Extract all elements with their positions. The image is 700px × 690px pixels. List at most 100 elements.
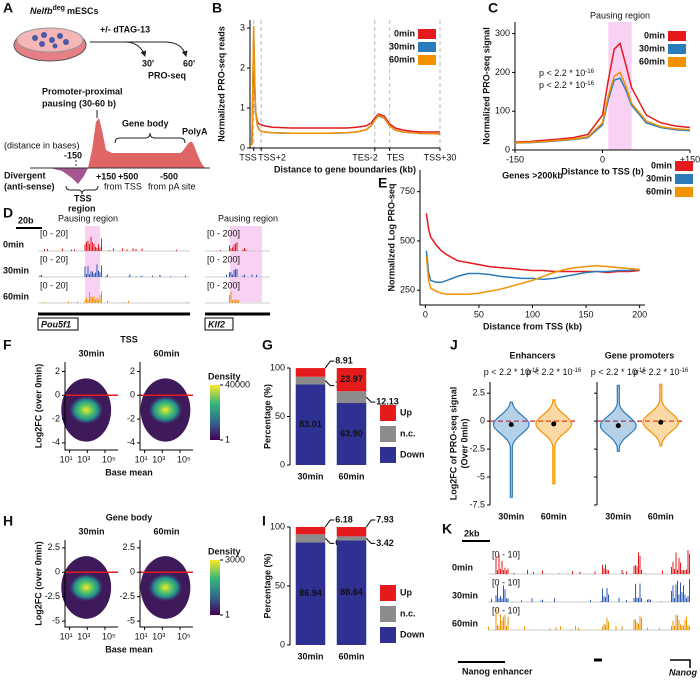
signal-bar (672, 561, 674, 574)
signal-bar (498, 598, 500, 602)
signal-bar (92, 271, 93, 277)
median-dot (615, 423, 621, 429)
coordinate: +500 (118, 171, 138, 181)
track-label: 60min (452, 618, 478, 628)
annotation: p < 2.2 * 10-16 (539, 80, 595, 90)
signal-bar (93, 243, 95, 251)
value-label: 12.13 (376, 397, 399, 407)
signal-bar (498, 626, 500, 630)
leader-line (324, 519, 335, 528)
x-tick-label: 60min (541, 511, 567, 521)
annotation-text: p < 2.2 * 10 (484, 367, 530, 377)
signal-bar (77, 301, 78, 303)
signal-bar (540, 600, 542, 602)
y-axis-label: Normalized PRO-seq signal (481, 27, 491, 145)
signal-bar (678, 557, 680, 574)
panel-label: F (3, 337, 12, 353)
signal-bar (84, 244, 86, 251)
group-title: Enhancers (509, 350, 555, 360)
signal-bar (47, 248, 48, 251)
annotation-exponent: -16 (573, 368, 582, 374)
bar-segment (336, 527, 367, 537)
signal-bar (132, 248, 134, 251)
signal-bar (662, 570, 663, 574)
enhancer-label: Nanog enhancer (462, 666, 533, 676)
signal-bar (230, 291, 232, 303)
x-tick-label: 30min (605, 511, 631, 521)
legend-label: 60min (646, 186, 672, 196)
leader-line (365, 538, 376, 544)
signal-bar (605, 624, 606, 630)
signal-bar (638, 623, 639, 630)
signal-bar (638, 597, 639, 602)
signal-bar (671, 590, 672, 602)
signal-bar (639, 583, 641, 602)
axis (139, 540, 193, 628)
signal-bar (251, 274, 253, 277)
tss-region: TSS (74, 193, 92, 203)
y-tick-label: -2 (52, 413, 60, 423)
signal-bar (244, 274, 245, 277)
axis (249, 20, 440, 149)
signal-bar (86, 241, 87, 251)
legend-swatch (380, 606, 396, 622)
y-tick-label: 0 (505, 144, 510, 154)
signal-bar (681, 592, 683, 602)
signal-bar (513, 572, 515, 574)
x-tick-label: TES-2 (352, 152, 378, 162)
signal-bar (92, 242, 93, 251)
signal-bar (626, 600, 627, 602)
x-tick-label: +150 (680, 154, 700, 164)
y-axis-label: (Over 0min) (459, 418, 469, 468)
value-label: 63.90 (340, 428, 363, 438)
leader-line (365, 519, 376, 528)
signal-bar (229, 245, 230, 251)
colorbar-tick-label: 1 (225, 434, 230, 444)
signal-bar (96, 247, 98, 251)
signal-bar (687, 624, 689, 630)
value-label: 86.94 (299, 588, 322, 598)
value-label: 23.97 (340, 374, 363, 384)
median-dot (508, 421, 514, 427)
bar-segment (295, 368, 326, 377)
bar-segment (336, 540, 367, 645)
signal-bar (159, 274, 161, 277)
legend-swatch (380, 426, 396, 442)
colorbar-title: Density (208, 371, 241, 381)
signal-bar (96, 297, 98, 303)
axis (514, 22, 690, 151)
superscript: deg (53, 5, 65, 12)
signal-bar (129, 274, 131, 277)
signal-bar (675, 552, 677, 574)
x-tick-label: TSS (239, 152, 257, 162)
signal-bar (107, 300, 108, 303)
x-tick-label: TES (387, 152, 405, 162)
x-tick-label: 10⁵ (102, 631, 116, 641)
signal-bar (602, 588, 603, 602)
track-range: [0 - 200] (207, 228, 240, 238)
arrow (125, 41, 188, 57)
legend-swatch (668, 44, 686, 54)
signal-bar (68, 301, 69, 303)
y-tick-label: -5 (477, 471, 485, 481)
highlight-label: Pausing region (218, 213, 278, 223)
signal-bar (678, 594, 680, 602)
track-label: 30min (452, 590, 478, 600)
y-tick-label: 2.5 (47, 542, 60, 552)
signal-bar (232, 247, 233, 251)
profile (40, 118, 205, 168)
x-tick-label: 10⁵ (102, 454, 116, 464)
signal-bar (99, 272, 101, 277)
signal-bar (555, 627, 557, 630)
axis (64, 540, 118, 628)
signal-bar (220, 249, 221, 251)
panel-label: D (3, 205, 13, 221)
signal-bar (233, 299, 235, 303)
coordinate-note: from TSS (104, 181, 142, 191)
signal-bar (128, 276, 129, 277)
signal-bar (608, 570, 609, 574)
signal-bar (95, 246, 96, 251)
signal-bar (674, 598, 675, 602)
divergent-label: (anti-sense) (4, 181, 55, 191)
signal-bar (572, 571, 573, 574)
